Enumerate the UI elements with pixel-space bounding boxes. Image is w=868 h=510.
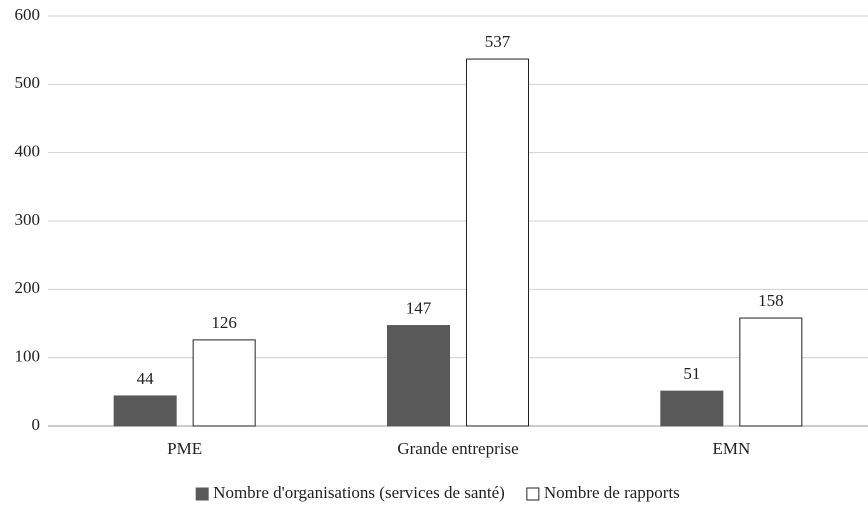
- data-label: 537: [485, 32, 511, 51]
- x-tick-label: EMN: [712, 439, 750, 458]
- bar: [192, 339, 256, 427]
- bar: [660, 390, 724, 427]
- y-tick-label: 300: [15, 210, 41, 229]
- legend-label: Nombre de rapports: [544, 483, 680, 502]
- y-tick-label: 600: [15, 5, 41, 24]
- y-tick-label: 400: [15, 142, 41, 161]
- data-label: 51: [683, 364, 700, 383]
- bar: [387, 325, 450, 427]
- data-label: 44: [137, 369, 155, 388]
- data-label: 126: [211, 313, 237, 332]
- bar: [466, 58, 529, 427]
- y-tick-label: 100: [15, 347, 41, 366]
- x-tick-label: PME: [167, 439, 202, 458]
- y-tick-label: 200: [15, 278, 41, 297]
- bar: [113, 395, 177, 427]
- legend-swatch: [195, 487, 209, 501]
- legend-swatch: [526, 487, 540, 501]
- data-label: 147: [406, 298, 432, 317]
- y-tick-label: 500: [15, 73, 41, 92]
- y-tick-label: 0: [32, 415, 41, 434]
- x-tick-label: Grande entreprise: [397, 439, 518, 458]
- data-label: 158: [758, 291, 784, 310]
- legend-label: Nombre d'organisations (services de sant…: [213, 483, 505, 502]
- bar: [739, 317, 803, 427]
